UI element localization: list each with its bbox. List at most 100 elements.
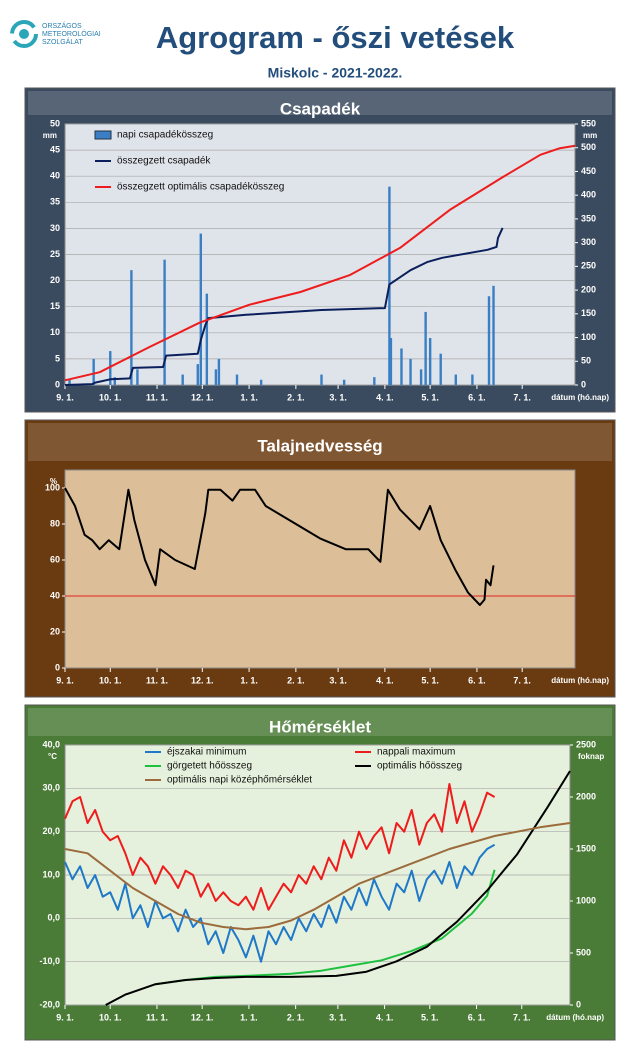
bar xyxy=(400,348,403,385)
logo-swirl xyxy=(10,20,38,48)
bar xyxy=(424,311,427,385)
y-tick-label: 40 xyxy=(50,590,60,600)
bar xyxy=(235,374,239,385)
logo: ORSZÁGOS METEOROLÓGIAI SZOLGÁLAT xyxy=(10,20,101,48)
y2-tick-label: 50 xyxy=(581,356,591,366)
x-tick-label: 9. 1. xyxy=(56,1012,74,1022)
y-unit: °C xyxy=(48,752,57,761)
x-tick-label: 6. 1. xyxy=(468,675,486,685)
bar xyxy=(492,285,495,385)
legend-label: napi csapadékösszeg xyxy=(117,130,213,141)
line xyxy=(64,783,496,911)
bar xyxy=(136,369,139,385)
x-tick-label: 10. 1. xyxy=(99,392,122,402)
y-tick-label: 45 xyxy=(50,144,60,154)
x-tick-label: 3. 1. xyxy=(329,392,347,402)
bar xyxy=(439,353,442,385)
page-title: Agrogram - őszi vetések xyxy=(156,20,515,55)
x-tick-label: 3. 1. xyxy=(329,1012,347,1022)
y-tick-label: 60 xyxy=(50,554,60,564)
bar xyxy=(471,374,474,385)
bar xyxy=(428,338,432,385)
x-tick-label: 11. 1. xyxy=(146,392,168,402)
y-tick-label: 5 xyxy=(55,353,60,363)
x-tick-label: 10. 1. xyxy=(99,675,122,685)
y-tick-label: 0,0 xyxy=(47,913,60,923)
chart-title: Hőmérséklet xyxy=(269,717,371,736)
bar xyxy=(199,233,202,385)
line xyxy=(64,822,571,931)
x-tick-label: 12. 1. xyxy=(191,392,214,402)
y2-tick-label: 350 xyxy=(581,213,596,223)
y2-unit: mm xyxy=(583,131,597,140)
y-tick-label: 0 xyxy=(55,379,60,389)
bar xyxy=(92,358,95,385)
y2-tick-label: 550 xyxy=(581,118,596,128)
panel-header xyxy=(28,91,612,115)
x-tick-label: 4. 1. xyxy=(376,392,394,402)
x-tick-label: 3. 1. xyxy=(329,675,347,685)
y-tick-label: 40,0 xyxy=(42,739,60,749)
y-tick-label: 10 xyxy=(50,327,60,337)
y-tick-label: -10,0 xyxy=(39,956,60,966)
legend-label: optimális hőösszeg xyxy=(377,761,462,772)
y-tick-label: 25 xyxy=(50,249,60,259)
x-axis-label: dátum (hó.nap) xyxy=(546,1013,604,1022)
x-tick-label: 4. 1. xyxy=(376,1012,394,1022)
y-tick-label: 20 xyxy=(50,275,60,285)
x-tick-label: 1. 1. xyxy=(240,1012,258,1022)
y-tick-label: 50 xyxy=(50,118,60,128)
x-tick-label: 1. 1. xyxy=(240,392,258,402)
x-tick-label: 7. 1. xyxy=(513,1012,531,1022)
y2-unit: foknap xyxy=(578,752,604,761)
y2-tick-label: 500 xyxy=(581,142,596,152)
x-tick-label: 5. 1. xyxy=(421,1012,439,1022)
line xyxy=(64,487,495,606)
bar xyxy=(181,374,184,385)
bar xyxy=(68,379,71,385)
panel-header xyxy=(28,423,612,461)
y2-tick-label: 500 xyxy=(576,947,591,957)
legend-swatch xyxy=(94,130,112,140)
y2-tick-label: 100 xyxy=(581,332,596,342)
y-unit: % xyxy=(50,477,57,486)
y-tick-label: 35 xyxy=(50,197,60,207)
bar xyxy=(163,259,166,385)
x-tick-label: 7. 1. xyxy=(513,392,531,402)
x-tick-label: 11. 1. xyxy=(146,1012,168,1022)
y2-tick-label: 300 xyxy=(581,237,596,247)
line xyxy=(105,770,571,1006)
logo-dot xyxy=(19,29,29,39)
panel-header xyxy=(28,708,612,736)
y2-tick-label: 1500 xyxy=(576,843,596,853)
logo-text: METEOROLÓGIAI xyxy=(42,29,101,38)
bar xyxy=(113,377,116,385)
bar xyxy=(409,358,412,385)
bar xyxy=(373,377,376,385)
y2-tick-label: 2000 xyxy=(576,791,596,801)
y2-tick-label: 0 xyxy=(581,379,586,389)
chart-title: Talajnedvesség xyxy=(257,436,382,455)
x-tick-label: 2. 1. xyxy=(287,1012,305,1022)
bar xyxy=(320,374,323,385)
chart-title: Csapadék xyxy=(280,99,361,118)
y-tick-label: 0 xyxy=(55,662,60,672)
bar xyxy=(214,369,218,385)
x-tick-label: 6. 1. xyxy=(468,1012,486,1022)
legend-label: éjszakai minimum xyxy=(167,747,246,758)
y2-tick-label: 1000 xyxy=(576,895,596,905)
y-tick-label: 30 xyxy=(50,223,60,233)
y-tick-label: 20 xyxy=(50,626,60,636)
x-axis-label: dátum (hó.nap) xyxy=(551,676,609,685)
line xyxy=(155,869,496,986)
x-tick-label: 4. 1. xyxy=(376,675,394,685)
x-tick-label: 6. 1. xyxy=(468,392,486,402)
y-tick-label: 10,0 xyxy=(42,869,60,879)
bar xyxy=(259,379,263,385)
y-tick-label: 20,0 xyxy=(42,826,60,836)
line xyxy=(64,144,576,382)
page-subtitle: Miskolc - 2021-2022. xyxy=(268,65,403,81)
x-tick-label: 9. 1. xyxy=(56,675,74,685)
line xyxy=(64,843,496,963)
